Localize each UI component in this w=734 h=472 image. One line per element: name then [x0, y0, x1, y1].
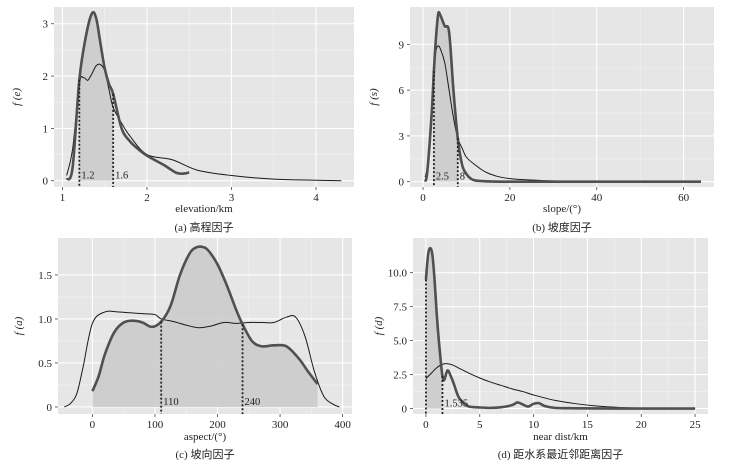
x-tick-label: 300 [272, 419, 289, 431]
y-tick-label: 0 [399, 177, 405, 189]
y-tick-label: 5.0 [393, 336, 407, 348]
x-tick-label: 3 [229, 192, 235, 204]
shaded-area [425, 248, 443, 409]
density-curve-thin [64, 310, 340, 408]
y-axis-label: f (s) [368, 88, 380, 106]
threshold-label: 110 [163, 397, 178, 408]
x-tick-label: 40 [591, 192, 603, 204]
x-tick-label: 200 [209, 419, 226, 431]
x-tick-label: 0 [423, 419, 429, 431]
y-tick-label: 3 [399, 131, 405, 143]
threshold-label: 8 [460, 172, 465, 183]
y-tick-label: 10.0 [388, 268, 408, 280]
x-tick-label: 25 [690, 419, 702, 431]
x-tick-label: 0 [90, 419, 96, 431]
chart-panel-3: 0 100 200 300 400 0 0.5 1.0 1.5 110 240 aspect/(°) f… [13, 238, 352, 461]
x-tick-label: 400 [334, 419, 351, 431]
y-tick-label: 0 [43, 176, 49, 188]
y-axis-label: f (a) [13, 316, 25, 335]
y-tick-label: 0.5 [38, 358, 52, 370]
x-tick-label: 1 [60, 192, 66, 204]
chart-panel-4: 0 5 10 15 20 25 0 2.5 5.0 7.5 10.0 1.535 near dist/k… [373, 238, 708, 461]
density-curve-thin [425, 363, 696, 410]
threshold-label: 1.2 [81, 171, 94, 182]
x-tick-label: 60 [678, 192, 690, 204]
x-axis-label: near dist/km [533, 431, 588, 443]
x-tick-label: 15 [582, 419, 594, 431]
chart-panel-2: 0 20 40 60 0 3 6 9 2.5 8 slope/(°) f (s) (b) 坡度因子 [368, 7, 714, 234]
x-tick-label: 2 [144, 192, 150, 204]
threshold-label: 1.535 [444, 399, 468, 410]
x-tick-label: 4 [313, 192, 319, 204]
y-tick-label: 1.0 [38, 314, 52, 326]
density-curve-thick [65, 10, 190, 181]
threshold-label: 1.6 [115, 171, 128, 182]
density-curve-thick [424, 246, 696, 410]
panel-caption: (b) 坡度因子 [532, 220, 592, 234]
x-tick-label: 0 [420, 192, 426, 204]
density-curve-thick [423, 10, 701, 183]
x-tick-label: 5 [477, 419, 483, 431]
panel-caption: (c) 坡向因子 [176, 447, 235, 461]
x-axis-label: aspect/(°) [184, 431, 227, 443]
panel-caption: (a) 高程因子 [175, 220, 234, 234]
density-curve-thick [91, 245, 319, 392]
y-tick-label: 7.5 [393, 302, 407, 314]
shaded-area [79, 13, 114, 181]
panel-caption: (d) 距水系最近邻距离因子 [498, 447, 624, 461]
x-tick-label: 20 [636, 419, 648, 431]
threshold-label: 2.5 [436, 172, 449, 183]
y-tick-label: 0 [402, 404, 408, 416]
y-tick-label: 0 [47, 402, 53, 414]
x-tick-label: 20 [504, 192, 516, 204]
y-tick-label: 1.5 [38, 270, 52, 282]
y-axis-label: f (d) [373, 316, 385, 335]
y-tick-label: 2 [43, 71, 49, 83]
y-tick-label: 6 [399, 85, 405, 97]
x-axis-label: slope/(°) [543, 203, 581, 215]
x-tick-label: 100 [147, 419, 164, 431]
y-axis-label: f (e) [11, 88, 23, 106]
shaded-area [433, 13, 458, 182]
threshold-label: 240 [245, 397, 261, 408]
x-tick-label: 10 [528, 419, 540, 431]
x-axis-label: elevation/km [175, 203, 233, 215]
y-tick-label: 2.5 [393, 370, 407, 382]
y-tick-label: 3 [43, 19, 49, 31]
y-tick-label: 9 [399, 39, 405, 51]
density-curve-thin [66, 63, 342, 182]
y-tick-label: 1 [43, 123, 49, 135]
